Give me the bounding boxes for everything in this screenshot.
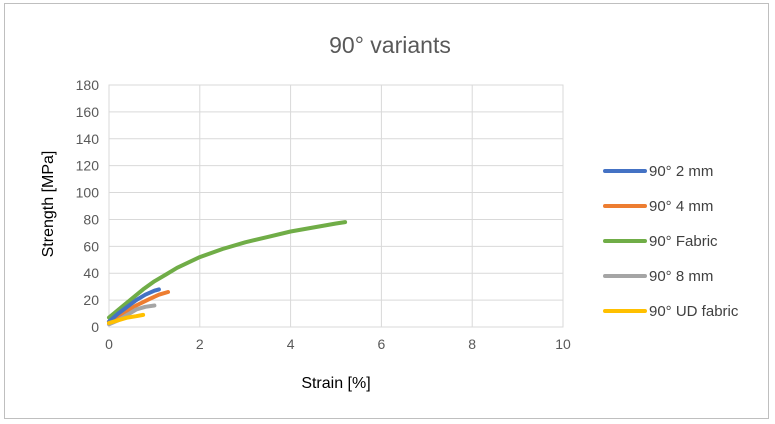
chart-frame: 90° variants 0 20 40 60 80 100 120 140 160 180 0 2… — [4, 3, 769, 419]
y-tick-label: 140 — [76, 131, 100, 147]
x-tick-label: 2 — [196, 336, 204, 352]
series-line-0 — [107, 287, 161, 324]
y-tick-label: 20 — [83, 292, 99, 308]
y-tick-label: 40 — [83, 265, 99, 281]
y-axis-title: Strength [MPa] — [40, 151, 57, 258]
legend-item: 90° 8 mm — [603, 268, 713, 285]
legend-item: 90° 4 mm — [603, 198, 713, 215]
y-tick-label: 0 — [91, 319, 99, 335]
y-tick-labels: 0 20 40 60 80 100 120 140 160 180 — [76, 77, 100, 335]
plot-border — [108, 84, 564, 328]
chart-svg: 90° variants 0 20 40 60 80 100 120 140 160 180 0 2… — [40, 32, 739, 392]
y-tick-label: 100 — [76, 185, 100, 201]
series-lines — [107, 220, 348, 327]
legend-label: 90° 4 mm — [649, 198, 713, 215]
series-line-2 — [107, 220, 348, 320]
y-tick-label: 120 — [76, 158, 100, 174]
chart-title: 90° variants — [329, 32, 451, 58]
legend-item: 90° Fabric — [603, 233, 718, 250]
y-tick-label: 60 — [83, 238, 99, 254]
legend-label: 90° UD fabric — [649, 303, 739, 320]
legend-label: 90° 2 mm — [649, 163, 713, 180]
legend-item: 90° UD fabric — [603, 303, 739, 320]
y-tick-label: 180 — [76, 77, 100, 93]
x-tick-label: 8 — [468, 336, 476, 352]
grid-lines — [108, 84, 564, 328]
legend: 90° 2 mm 90° 4 mm 90° Fabric 90° 8 mm 90° UD… — [603, 163, 739, 320]
series-line-1 — [107, 290, 170, 324]
plot-area — [108, 84, 564, 328]
x-tick-label: 10 — [555, 336, 571, 352]
x-tick-label: 0 — [105, 336, 113, 352]
x-tick-label: 6 — [378, 336, 386, 352]
y-tick-label: 80 — [83, 211, 99, 227]
series-line-4 — [107, 312, 146, 325]
x-tick-labels: 0 2 4 6 8 10 — [105, 336, 571, 352]
legend-item: 90° 2 mm — [603, 163, 713, 180]
legend-label: 90° 8 mm — [649, 268, 713, 285]
x-tick-label: 4 — [287, 336, 295, 352]
legend-label: 90° Fabric — [649, 233, 718, 250]
x-axis-title: Strain [%] — [301, 375, 370, 392]
y-tick-label: 160 — [76, 104, 100, 120]
